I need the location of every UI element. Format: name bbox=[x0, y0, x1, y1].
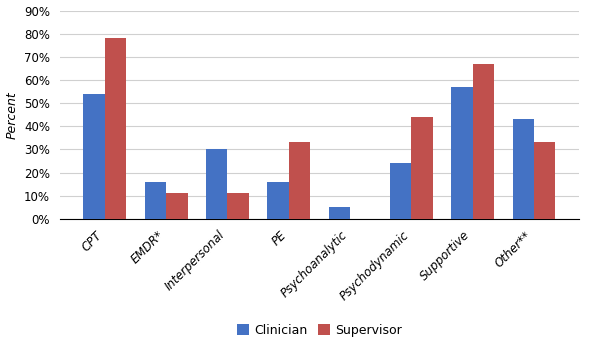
Bar bbox=[289, 143, 310, 219]
Bar bbox=[328, 207, 350, 219]
Bar bbox=[267, 182, 289, 219]
Bar bbox=[206, 149, 227, 219]
Bar bbox=[473, 64, 494, 219]
Y-axis label: Percent: Percent bbox=[5, 91, 19, 139]
Bar bbox=[513, 119, 534, 219]
Bar bbox=[451, 87, 473, 219]
Bar bbox=[411, 117, 433, 219]
Bar bbox=[166, 193, 187, 219]
Legend: Clinician, Supervisor: Clinician, Supervisor bbox=[232, 319, 407, 342]
Bar bbox=[84, 94, 104, 219]
Bar bbox=[227, 193, 249, 219]
Bar bbox=[144, 182, 166, 219]
Bar bbox=[390, 163, 411, 219]
Bar bbox=[104, 38, 126, 219]
Bar bbox=[534, 143, 555, 219]
